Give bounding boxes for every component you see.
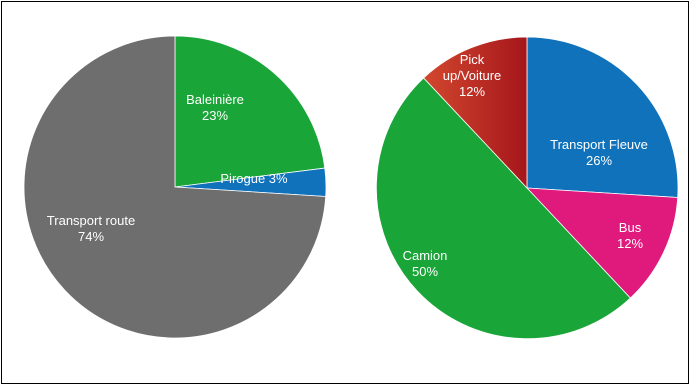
- pie-chart-transport-modes-left: Baleinière 23% Pirogue 3% Transport route 74…: [23, 35, 327, 339]
- slice-label-baleiniere: Baleinière 23%: [186, 92, 244, 123]
- slice-label-pick-up-voiture: Pick up/Voiture 12%: [443, 52, 502, 99]
- slice-label-transport-route: Transport route 74%: [47, 213, 135, 244]
- pie-chart-transport-modes-right: Transport Fleuve 26% Bus 12% Camion 50% Pick up…: [375, 36, 679, 340]
- pie-slice-baleiniere: [174, 35, 326, 188]
- slice-label-bus: Bus 12%: [617, 220, 643, 251]
- slice-label-pirogue: Pirogue 3%: [220, 171, 288, 186]
- pie-slice-transport-fleuve: [526, 36, 679, 198]
- pie-slice-pick-up-voiture: [423, 36, 528, 190]
- pie-slice-bus: [526, 187, 679, 299]
- pie-slice-transport-route: [23, 35, 327, 339]
- pie-slice-camion: [375, 77, 631, 340]
- slice-label-camion: Camion 50%: [403, 248, 448, 279]
- slice-label-transport-fleuve: Transport Fleuve 26%: [550, 137, 648, 168]
